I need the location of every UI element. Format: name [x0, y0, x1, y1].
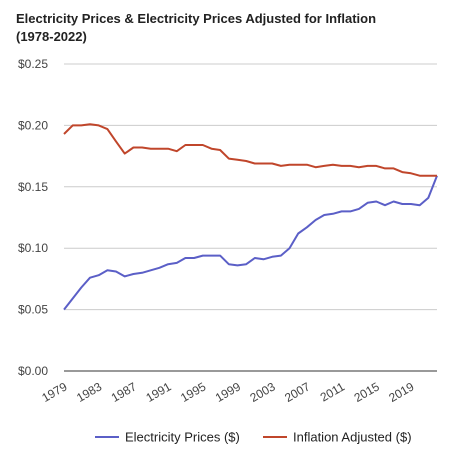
x-tick-label-1995: 1995 [178, 379, 208, 405]
y-tick-label-2: $0.10 [18, 241, 48, 255]
y-axis-ticks: $0.00 $0.05 $0.10 $0.15 $0.20 $0.25 [18, 57, 48, 378]
x-tick-label-1979: 1979 [39, 379, 69, 405]
chart-title-line-1: Electricity Prices & Electricity Prices … [16, 11, 377, 26]
x-axis-ticks: 1979 1983 1987 1991 1995 1999 2003 2007 2011 2015… [39, 379, 416, 405]
series-lines [63, 123, 438, 311]
legend-label-2: Inflation Adjusted ($) [293, 430, 412, 445]
x-tick-label-2011: 2011 [318, 379, 348, 404]
series-line-2 [63, 123, 437, 177]
y-tick-label-5: $0.25 [18, 57, 48, 71]
gridlines [64, 63, 437, 372]
chart-title-line-2: (1978-2022) [16, 29, 87, 44]
x-tick-label-1999: 1999 [213, 379, 243, 405]
x-tick-label-2015: 2015 [352, 379, 382, 405]
x-tick-label-1987: 1987 [109, 379, 139, 405]
y-tick-label-0: $0.00 [18, 364, 48, 378]
y-tick-label-4: $0.20 [18, 118, 48, 132]
x-tick-label-1983: 1983 [74, 379, 104, 405]
y-tick-label-1: $0.05 [18, 303, 48, 317]
x-tick-label-2007: 2007 [282, 379, 312, 405]
x-tick-label-2019: 2019 [386, 379, 416, 405]
y-tick-label-3: $0.15 [18, 180, 48, 194]
legend: Electricity Prices ($) Inflation Adjusted… [95, 430, 412, 445]
chart-title: Electricity Prices & Electricity Prices … [16, 10, 456, 46]
series-line-1 [63, 175, 438, 311]
x-tick-label-1991: 1991 [143, 379, 173, 405]
x-tick-label-2003: 2003 [248, 379, 278, 405]
legend-label-1: Electricity Prices ($) [125, 430, 240, 445]
